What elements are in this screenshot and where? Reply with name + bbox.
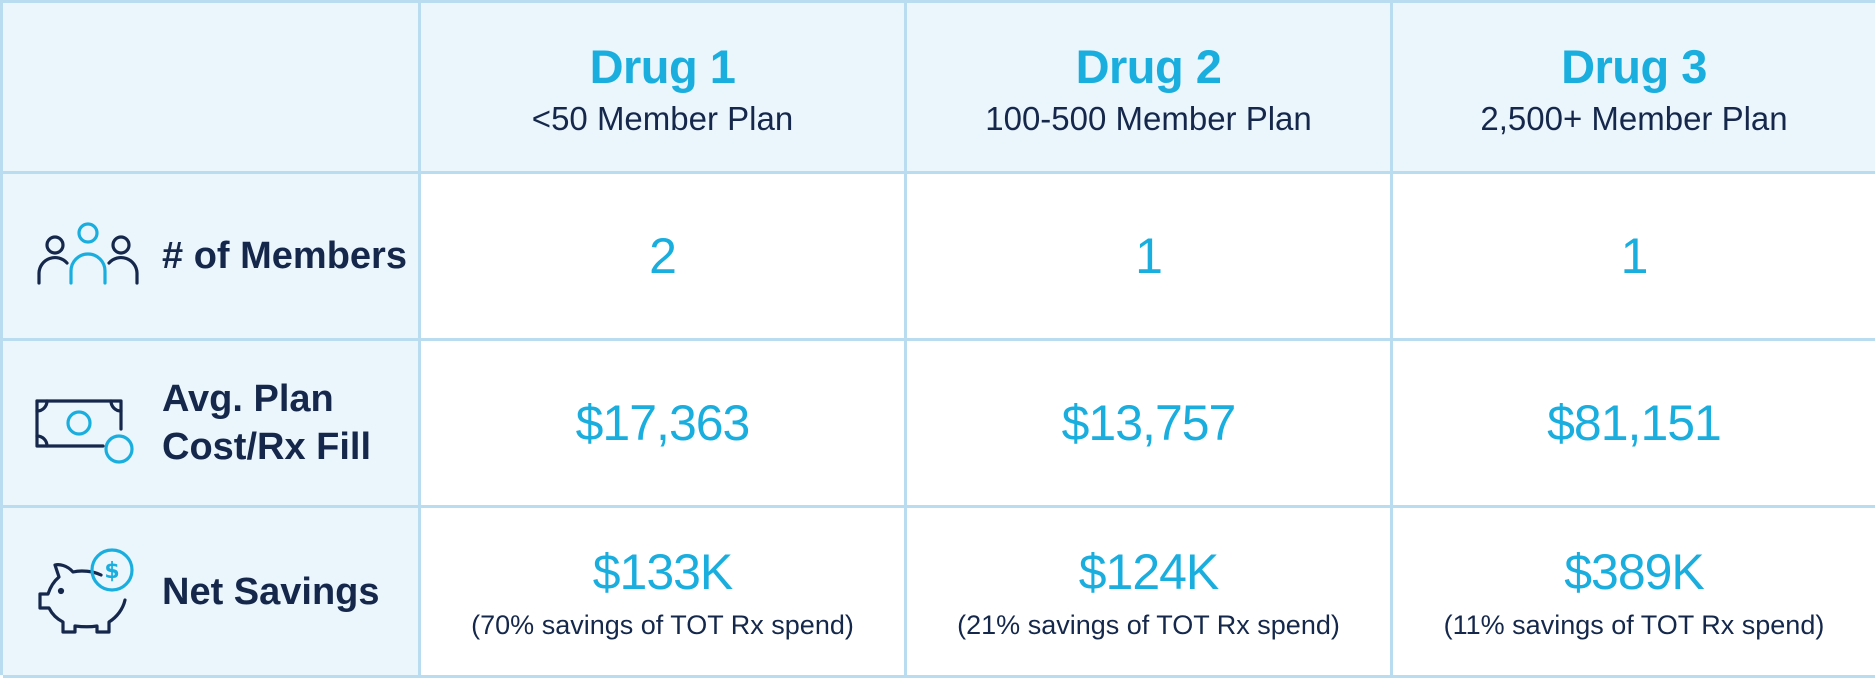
savings-drug-1-cell: $133K (70% savings of TOT Rx spend) xyxy=(421,508,907,678)
savings-drug-3-cell: $389K (11% savings of TOT Rx spend) xyxy=(1393,508,1875,678)
cost-drug-3-cell: $81,151 xyxy=(1393,341,1875,508)
drug-3-name: Drug 3 xyxy=(1561,40,1707,93)
savings-drug-2-value: $124K xyxy=(1078,543,1220,600)
row-label-text: Net Savings xyxy=(162,570,380,613)
cost-drug-1-value: $17,363 xyxy=(575,395,751,451)
header-corner-cell xyxy=(3,3,421,174)
row-label-net-savings: $ Net Savings xyxy=(3,508,421,678)
savings-drug-2-note: (21% savings of TOT Rx spend) xyxy=(957,609,1340,640)
savings-drug-3-value: $389K xyxy=(1564,543,1705,600)
header-cell-drug-2: Drug 2 100-500 Member Plan xyxy=(907,3,1393,174)
row-label-avg-cost: Avg. Plan Cost/Rx Fill xyxy=(3,341,421,508)
drug-2-plan: 100-500 Member Plan xyxy=(985,100,1312,137)
members-drug-1-value: 2 xyxy=(649,228,677,284)
members-drug-3-value: 1 xyxy=(1620,228,1649,284)
drug-3-plan: 2,500+ Member Plan xyxy=(1480,100,1788,137)
money-icon xyxy=(35,399,134,464)
members-drug-2-value: 1 xyxy=(1135,228,1163,284)
piggy-bank-icon: $ xyxy=(38,547,134,634)
cost-drug-1-cell: $17,363 xyxy=(421,341,907,508)
row-label-text: Avg. Plan Cost/Rx Fill xyxy=(162,378,372,468)
members-drug-1-cell: 2 xyxy=(421,174,907,341)
cost-drug-2-value: $13,757 xyxy=(1061,395,1237,451)
header-cell-drug-1: Drug 1 <50 Member Plan xyxy=(421,3,907,174)
cost-drug-2-cell: $13,757 xyxy=(907,341,1393,508)
row-label-members: # of Members xyxy=(3,174,421,341)
members-drug-3-cell: 1 xyxy=(1393,174,1875,341)
svg-text:$: $ xyxy=(104,559,119,584)
drug-1-plan: <50 Member Plan xyxy=(531,100,794,137)
savings-drug-1-note: (70% savings of TOT Rx spend) xyxy=(471,609,854,640)
members-drug-2-cell: 1 xyxy=(907,174,1393,341)
cost-drug-3-value: $81,151 xyxy=(1547,395,1722,451)
header-cell-drug-3: Drug 3 2,500+ Member Plan xyxy=(1393,3,1875,174)
people-icon xyxy=(37,222,139,285)
savings-drug-3-note: (11% savings of TOT Rx spend) xyxy=(1443,609,1825,640)
savings-drug-1-value: $133K xyxy=(592,543,734,600)
row-label-text: # of Members xyxy=(162,235,407,277)
savings-drug-2-cell: $124K (21% savings of TOT Rx spend) xyxy=(907,508,1393,678)
drug-1-name: Drug 1 xyxy=(589,40,736,93)
drug-2-name: Drug 2 xyxy=(1075,40,1222,93)
